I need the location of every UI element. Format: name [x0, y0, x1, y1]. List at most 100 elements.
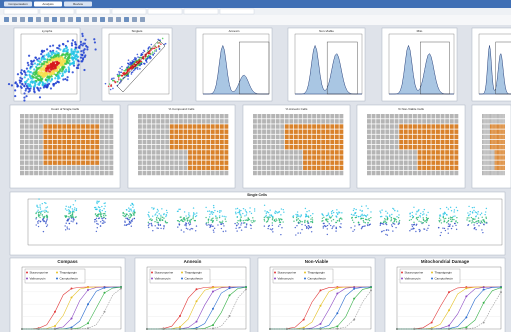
well[interactable] — [483, 114, 485, 119]
well[interactable] — [138, 114, 142, 119]
well[interactable] — [85, 150, 90, 155]
well[interactable] — [436, 129, 440, 134]
well[interactable] — [307, 119, 312, 124]
well[interactable] — [109, 114, 114, 119]
well[interactable] — [494, 160, 496, 165]
well[interactable] — [325, 155, 330, 160]
well[interactable] — [160, 139, 165, 145]
well[interactable] — [380, 134, 385, 140]
well[interactable] — [495, 124, 497, 129]
well[interactable] — [431, 165, 436, 171]
well[interactable] — [303, 145, 307, 150]
well[interactable] — [334, 124, 339, 129]
well[interactable] — [201, 139, 206, 145]
well[interactable] — [210, 145, 215, 150]
well[interactable] — [485, 129, 487, 134]
well[interactable] — [160, 124, 165, 129]
well[interactable] — [29, 160, 34, 165]
well[interactable] — [151, 119, 156, 124]
well[interactable] — [298, 155, 303, 160]
well[interactable] — [289, 129, 294, 134]
well[interactable] — [367, 124, 371, 129]
well[interactable] — [165, 124, 170, 129]
well[interactable] — [71, 124, 76, 129]
well[interactable] — [431, 150, 436, 155]
well[interactable] — [147, 134, 151, 140]
well[interactable] — [454, 165, 459, 171]
well[interactable] — [426, 155, 431, 160]
well[interactable] — [29, 124, 34, 129]
subtab[interactable] — [111, 8, 147, 15]
well[interactable] — [48, 124, 53, 129]
well[interactable] — [385, 170, 390, 176]
well[interactable] — [29, 119, 34, 124]
well[interactable] — [408, 155, 413, 160]
subtab[interactable] — [3, 8, 39, 15]
well[interactable] — [494, 119, 496, 124]
well[interactable] — [339, 139, 344, 145]
well[interactable] — [494, 129, 496, 134]
well[interactable] — [90, 139, 95, 145]
well[interactable] — [496, 170, 498, 176]
well[interactable] — [502, 170, 504, 176]
well[interactable] — [43, 155, 48, 160]
well[interactable] — [109, 160, 114, 165]
well[interactable] — [440, 155, 445, 160]
well[interactable] — [417, 134, 422, 140]
well[interactable] — [280, 165, 285, 171]
well[interactable] — [280, 139, 285, 145]
well[interactable] — [303, 165, 307, 171]
well[interactable] — [494, 145, 496, 150]
well[interactable] — [422, 160, 427, 165]
well[interactable] — [76, 134, 81, 140]
well[interactable] — [24, 119, 29, 124]
well[interactable] — [169, 129, 174, 134]
well[interactable] — [339, 119, 344, 124]
well[interactable] — [436, 155, 440, 160]
well[interactable] — [431, 119, 436, 124]
well[interactable] — [440, 170, 445, 176]
well[interactable] — [165, 165, 170, 171]
well[interactable] — [147, 145, 151, 150]
well[interactable] — [48, 160, 53, 165]
well[interactable] — [57, 124, 62, 129]
well[interactable] — [34, 119, 39, 124]
well[interactable] — [485, 145, 487, 150]
well[interactable] — [390, 170, 394, 176]
well[interactable] — [493, 134, 495, 140]
well[interactable] — [38, 114, 43, 119]
well[interactable] — [85, 134, 90, 140]
well[interactable] — [483, 150, 485, 155]
well[interactable] — [449, 145, 454, 150]
well[interactable] — [408, 139, 413, 145]
well[interactable] — [482, 145, 483, 150]
well[interactable] — [445, 124, 450, 129]
well[interactable] — [183, 134, 188, 140]
well[interactable] — [321, 124, 326, 129]
well[interactable] — [486, 155, 488, 160]
well[interactable] — [334, 139, 339, 145]
well[interactable] — [399, 124, 404, 129]
well[interactable] — [325, 165, 330, 171]
well[interactable] — [367, 129, 371, 134]
well[interactable] — [104, 114, 109, 119]
well[interactable] — [284, 124, 289, 129]
well[interactable] — [307, 124, 312, 129]
tool-icon[interactable] — [92, 17, 97, 22]
well[interactable] — [431, 134, 436, 140]
well[interactable] — [104, 150, 109, 155]
well[interactable] — [257, 145, 262, 150]
well[interactable] — [156, 134, 161, 140]
well[interactable] — [178, 150, 183, 155]
well[interactable] — [262, 145, 266, 150]
well[interactable] — [422, 150, 427, 155]
well[interactable] — [174, 129, 179, 134]
well[interactable] — [494, 139, 496, 145]
well[interactable] — [371, 139, 376, 145]
well[interactable] — [48, 119, 53, 124]
well[interactable] — [493, 155, 495, 160]
well[interactable] — [29, 150, 34, 155]
well[interactable] — [502, 114, 504, 119]
well[interactable] — [494, 170, 496, 176]
well[interactable] — [20, 124, 24, 129]
